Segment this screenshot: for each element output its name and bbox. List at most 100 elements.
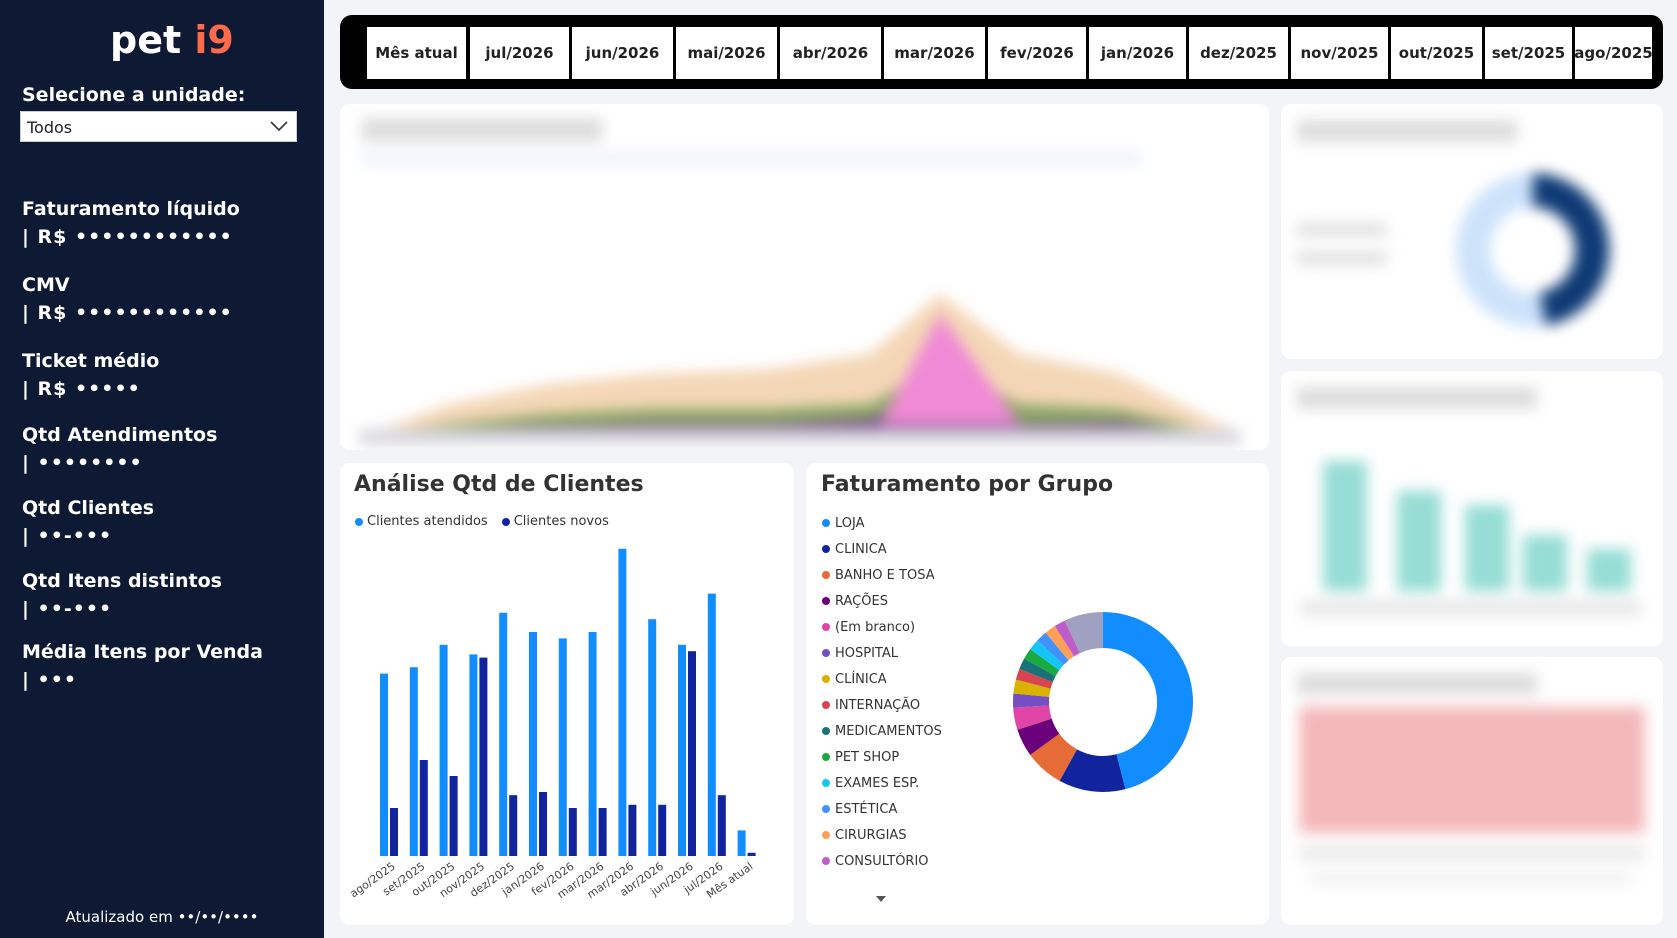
bar-clientes-novos[interactable] [390, 808, 398, 856]
month-button[interactable]: jun/2026 [572, 27, 675, 79]
donut-slice[interactable] [1030, 640, 1064, 671]
legend-label: HOSPITAL [835, 645, 899, 661]
unit-select-label: Selecione a unidade: [22, 84, 246, 106]
metric-value: | ••• [22, 669, 77, 691]
legend-label: (Em branco) [835, 619, 916, 635]
legend-dot [822, 805, 830, 813]
pet-i9-logo: pet i9 [110, 18, 234, 62]
group-legend-item[interactable]: CIRURGIAS [822, 822, 942, 848]
scroll-down-icon[interactable] [876, 896, 886, 902]
legend-label: EXAMES ESP. [835, 775, 920, 791]
group-legend-item[interactable]: PET SHOP [822, 744, 942, 770]
bar-clientes-atendidos[interactable] [678, 644, 686, 856]
group-chart-title: Faturamento por Grupo [821, 472, 1114, 497]
month-button[interactable]: mar/2026 [884, 27, 987, 79]
metric-label: Qtd Clientes [22, 497, 155, 519]
month-button[interactable]: fev/2026 [988, 27, 1088, 79]
legend-dot [822, 753, 830, 761]
month-button[interactable]: nov/2025 [1291, 27, 1390, 79]
bar-clientes-novos[interactable] [688, 651, 696, 856]
bar-clientes-atendidos[interactable] [648, 619, 657, 856]
month-button-current[interactable]: Mês atual [367, 27, 468, 79]
group-legend-item[interactable]: LOJA [822, 510, 942, 536]
sidebar: pet i9 Selecione a unidade: Todos Fatura… [0, 0, 324, 938]
legend-label: Clientes atendidos [367, 514, 488, 529]
month-button[interactable]: set/2025 [1485, 27, 1574, 79]
clients-bar-chart: ago/2025set/2025out/2025nov/2025dez/2025… [348, 548, 756, 901]
group-legend-item[interactable]: HOSPITAL [822, 640, 942, 666]
bar-clientes-novos[interactable] [419, 760, 428, 856]
donut-slice[interactable] [1102, 612, 1193, 790]
month-button[interactable]: dez/2025 [1189, 27, 1290, 79]
donut-slice[interactable] [1059, 748, 1126, 792]
bar-clientes-atendidos[interactable] [707, 593, 716, 856]
donut-slice[interactable] [1037, 632, 1069, 666]
bar-clientes-atendidos[interactable] [618, 548, 627, 856]
month-button[interactable]: jul/2026 [470, 27, 571, 79]
donut-slice[interactable] [1030, 733, 1078, 781]
metric-value: | ••-••• [22, 525, 113, 547]
group-legend-item[interactable]: RAÇÕES [822, 588, 942, 614]
metric-label: Qtd Itens distintos [22, 570, 222, 592]
bar-clientes-atendidos[interactable] [469, 654, 478, 856]
donut-slice[interactable] [1013, 704, 1052, 730]
group-legend-item[interactable]: INTERNAÇÃO [822, 692, 942, 718]
legend-label: Clientes novos [513, 514, 609, 529]
bar-clientes-atendidos[interactable] [588, 632, 597, 856]
group-donut-chart [1013, 612, 1193, 792]
month-button[interactable]: mai/2026 [676, 27, 779, 79]
bar-clientes-novos[interactable] [628, 804, 637, 856]
month-button[interactable]: abr/2026 [780, 27, 883, 79]
metric-net-revenue: Faturamento líquido | R$ •••••••••••• [22, 198, 240, 248]
bar-clientes-novos[interactable] [539, 792, 547, 856]
bar-clientes-novos[interactable] [449, 776, 458, 856]
bar-clientes-novos[interactable] [568, 808, 577, 856]
month-button[interactable]: ago/2025 [1574, 27, 1653, 79]
donut-slice[interactable] [1013, 679, 1051, 698]
donut-slice[interactable] [1015, 668, 1053, 689]
unit-select[interactable]: Todos [20, 111, 297, 142]
bar-clientes-atendidos[interactable] [529, 632, 537, 856]
bar-clientes-atendidos[interactable] [558, 638, 567, 856]
heat-card-blurred [1281, 657, 1663, 925]
donut-slice[interactable] [1017, 718, 1060, 755]
metric-distinct-items: Qtd Itens distintos | ••-••• [22, 570, 222, 620]
blurred-heat-chart [1297, 673, 1645, 883]
bar-clientes-novos[interactable] [509, 795, 518, 856]
group-legend-item[interactable]: EXAMES ESP. [822, 770, 942, 796]
donut-slice[interactable] [1024, 649, 1060, 677]
bar-clientes-novos[interactable] [598, 808, 607, 856]
group-legend-item[interactable]: (Em branco) [822, 614, 942, 640]
bar-clientes-novos[interactable] [479, 657, 488, 856]
group-legend-item[interactable]: BANHO E TOSA [822, 562, 942, 588]
group-legend-item[interactable]: CLÍNICA [822, 666, 942, 692]
bar-clientes-atendidos[interactable] [737, 830, 746, 856]
bar-clientes-atendidos[interactable] [380, 673, 388, 856]
legend-dot [501, 517, 510, 526]
bar-clientes-novos[interactable] [658, 804, 667, 856]
bar-clientes-atendidos[interactable] [439, 644, 448, 856]
month-button[interactable]: out/2025 [1391, 27, 1484, 79]
month-button[interactable]: jan/2026 [1089, 27, 1188, 79]
legend-dot [822, 857, 830, 865]
unit-select-value: Todos [27, 118, 73, 137]
legend-dot [822, 597, 830, 605]
metric-services: Qtd Atendimentos | •••••••• [22, 424, 217, 474]
group-legend-item[interactable]: CLINICA [822, 536, 942, 562]
metric-value: | R$ ••••• [22, 378, 141, 400]
group-legend-item[interactable]: CONSULTÓRIO [822, 848, 942, 874]
bar-clientes-novos[interactable] [747, 852, 756, 856]
legend-dot [355, 517, 363, 526]
legend-dot [822, 545, 830, 553]
bar-clientes-atendidos[interactable] [499, 612, 508, 856]
legend-label: INTERNAÇÃO [835, 697, 921, 713]
donut-slice[interactable] [1064, 612, 1104, 654]
bar-clientes-atendidos[interactable] [409, 667, 418, 856]
donut-slice[interactable] [1019, 658, 1056, 683]
group-legend-item[interactable]: ESTÉTICA [822, 796, 942, 822]
clients-chart-title: Análise Qtd de Clientes [354, 472, 644, 497]
group-legend-item[interactable]: MEDICAMENTOS [822, 718, 942, 744]
donut-slice[interactable] [1054, 620, 1081, 657]
donut-slice[interactable] [1045, 626, 1075, 661]
bar-clientes-novos[interactable] [717, 795, 726, 856]
